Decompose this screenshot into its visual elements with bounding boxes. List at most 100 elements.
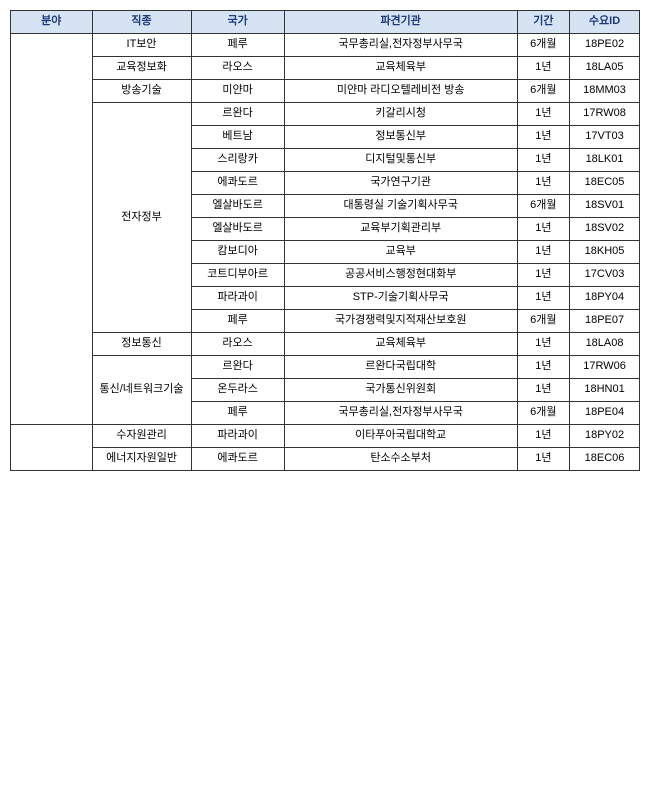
cell-country: 라오스 <box>191 57 284 80</box>
cell-job: 방송기술 <box>92 80 191 103</box>
cell-demand-id: 18PE02 <box>570 34 640 57</box>
header-row: 분야 직종 국가 파견기관 기간 수요ID <box>11 11 640 34</box>
cell-country: 파라과이 <box>191 425 284 448</box>
cell-demand-id: 18LK01 <box>570 149 640 172</box>
cell-period: 1년 <box>517 425 569 448</box>
cell-period: 1년 <box>517 333 569 356</box>
cell-institution: 국가통신위원회 <box>284 379 517 402</box>
table-row: 방송기술미얀마미얀마 라디오텔레비전 방송6개월18MM03 <box>11 80 640 103</box>
cell-institution: 국무총리실,전자정부사무국 <box>284 402 517 425</box>
cell-period: 6개월 <box>517 195 569 218</box>
cell-period: 1년 <box>517 149 569 172</box>
cell-country: 라오스 <box>191 333 284 356</box>
cell-period: 1년 <box>517 57 569 80</box>
cell-country: 페루 <box>191 34 284 57</box>
cell-period: 1년 <box>517 126 569 149</box>
cell-demand-id: 18PE07 <box>570 310 640 333</box>
cell-period: 6개월 <box>517 34 569 57</box>
cell-job: 통신/네트워크기술 <box>92 356 191 425</box>
cell-country: 파라과이 <box>191 287 284 310</box>
cell-demand-id: 17RW06 <box>570 356 640 379</box>
cell-job: 수자원관리 <box>92 425 191 448</box>
cell-institution: 교육체육부 <box>284 57 517 80</box>
cell-institution: 국무총리실,전자정부사무국 <box>284 34 517 57</box>
cell-institution: 이타푸아국립대학교 <box>284 425 517 448</box>
cell-demand-id: 18PE04 <box>570 402 640 425</box>
cell-country: 미얀마 <box>191 80 284 103</box>
dispatch-table: 분야 직종 국가 파견기관 기간 수요ID IT보안페루국무총리실,전자정부사무… <box>10 10 640 471</box>
cell-institution: 국가경쟁력및지적재산보호원 <box>284 310 517 333</box>
cell-institution: 탄소수소부처 <box>284 448 517 471</box>
cell-country: 엘살바도르 <box>191 195 284 218</box>
cell-period: 1년 <box>517 287 569 310</box>
h-period: 기간 <box>517 11 569 34</box>
cell-demand-id: 17RW08 <box>570 103 640 126</box>
cell-demand-id: 18MM03 <box>570 80 640 103</box>
table-row: 통신/네트워크기술르완다르완다국립대학1년17RW06 <box>11 356 640 379</box>
cell-institution: 교육체육부 <box>284 333 517 356</box>
cell-job: 정보통신 <box>92 333 191 356</box>
cell-demand-id: 18EC06 <box>570 448 640 471</box>
table-row: 전자정부르완다키갈리시청1년17RW08 <box>11 103 640 126</box>
cell-demand-id: 18SV01 <box>570 195 640 218</box>
cell-country: 캄보디아 <box>191 241 284 264</box>
cell-country: 온두라스 <box>191 379 284 402</box>
cell-period: 1년 <box>517 356 569 379</box>
cell-field <box>11 34 93 425</box>
cell-institution: 교육부기획관리부 <box>284 218 517 241</box>
cell-period: 1년 <box>517 172 569 195</box>
cell-country: 르완다 <box>191 103 284 126</box>
cell-institution: 대통령실 기술기획사무국 <box>284 195 517 218</box>
cell-institution: 교육부 <box>284 241 517 264</box>
cell-job: 교육정보화 <box>92 57 191 80</box>
cell-job: 전자정부 <box>92 103 191 333</box>
cell-institution: 공공서비스행정현대화부 <box>284 264 517 287</box>
cell-country: 에콰도르 <box>191 448 284 471</box>
cell-country: 페루 <box>191 310 284 333</box>
cell-period: 1년 <box>517 218 569 241</box>
cell-demand-id: 18KH05 <box>570 241 640 264</box>
cell-period: 6개월 <box>517 402 569 425</box>
cell-demand-id: 18HN01 <box>570 379 640 402</box>
cell-demand-id: 18SV02 <box>570 218 640 241</box>
table-body: IT보안페루국무총리실,전자정부사무국6개월18PE02교육정보화라오스교육체육… <box>11 34 640 471</box>
cell-institution: STP-기술기획사무국 <box>284 287 517 310</box>
table-row: IT보안페루국무총리실,전자정부사무국6개월18PE02 <box>11 34 640 57</box>
cell-country: 스리랑카 <box>191 149 284 172</box>
cell-institution: 정보통신부 <box>284 126 517 149</box>
table-row: 수자원관리파라과이이타푸아국립대학교1년18PY02 <box>11 425 640 448</box>
h-field: 분야 <box>11 11 93 34</box>
cell-job: 에너지자원일반 <box>92 448 191 471</box>
cell-period: 6개월 <box>517 80 569 103</box>
h-job: 직종 <box>92 11 191 34</box>
cell-period: 1년 <box>517 448 569 471</box>
h-country: 국가 <box>191 11 284 34</box>
cell-period: 1년 <box>517 264 569 287</box>
table-row: 에너지자원일반에콰도르탄소수소부처1년18EC06 <box>11 448 640 471</box>
cell-country: 엘살바도르 <box>191 218 284 241</box>
cell-period: 1년 <box>517 103 569 126</box>
cell-demand-id: 18LA08 <box>570 333 640 356</box>
cell-demand-id: 18PY02 <box>570 425 640 448</box>
cell-demand-id: 18LA05 <box>570 57 640 80</box>
cell-demand-id: 18EC05 <box>570 172 640 195</box>
cell-demand-id: 17CV03 <box>570 264 640 287</box>
cell-country: 르완다 <box>191 356 284 379</box>
cell-institution: 디지털및통신부 <box>284 149 517 172</box>
cell-job: IT보안 <box>92 34 191 57</box>
cell-period: 6개월 <box>517 310 569 333</box>
cell-institution: 국가연구기관 <box>284 172 517 195</box>
cell-field <box>11 425 93 471</box>
cell-institution: 미얀마 라디오텔레비전 방송 <box>284 80 517 103</box>
cell-country: 에콰도르 <box>191 172 284 195</box>
cell-institution: 키갈리시청 <box>284 103 517 126</box>
h-inst: 파견기관 <box>284 11 517 34</box>
cell-demand-id: 18PY04 <box>570 287 640 310</box>
h-id: 수요ID <box>570 11 640 34</box>
table-row: 교육정보화라오스교육체육부1년18LA05 <box>11 57 640 80</box>
cell-country: 페루 <box>191 402 284 425</box>
table-row: 정보통신라오스교육체육부1년18LA08 <box>11 333 640 356</box>
cell-demand-id: 17VT03 <box>570 126 640 149</box>
cell-institution: 르완다국립대학 <box>284 356 517 379</box>
cell-country: 코트디부아르 <box>191 264 284 287</box>
